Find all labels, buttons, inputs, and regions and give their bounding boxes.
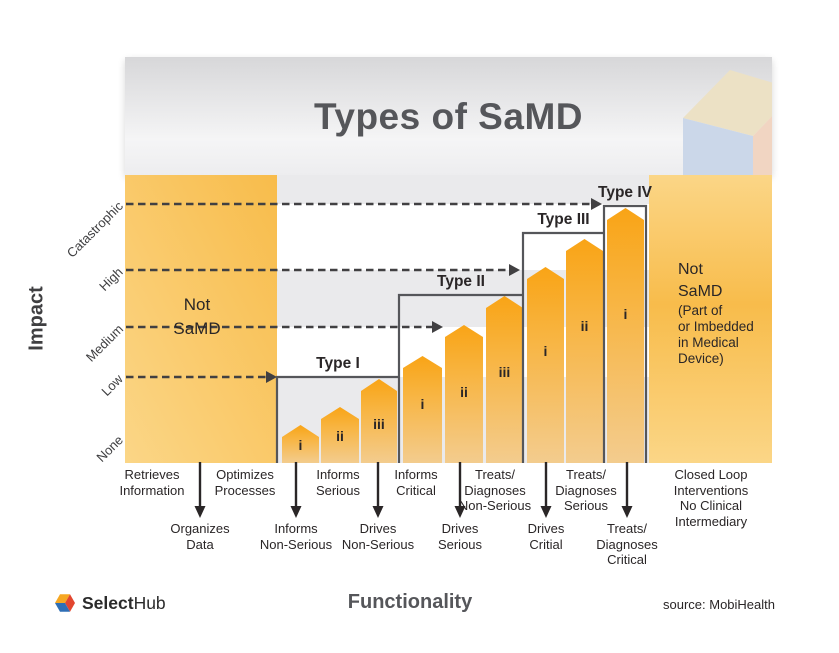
not-samd-left-band xyxy=(125,175,277,463)
x-axis-primary-label-line: Retrieves xyxy=(124,467,180,482)
x-axis-primary-label-line: Intermediary xyxy=(674,513,748,529)
not-samd-right-line: Device) xyxy=(678,351,724,366)
y-tick-label: Catastrophic xyxy=(63,198,126,261)
y-tick-label: Medium xyxy=(82,321,126,365)
y-tick-label: High xyxy=(96,264,126,294)
x-axis-primary-label: Treats/Diagnoses Non-Serious xyxy=(445,467,545,514)
x-axis-primary-label-line: Diagnoses xyxy=(464,482,526,498)
samd-bar: ii xyxy=(321,407,359,463)
x-axis-secondary-label-line: Informs xyxy=(274,521,318,536)
bar-label: ii xyxy=(580,318,589,334)
type-label: Type III xyxy=(537,211,590,228)
x-axis-primary-label-line: Critical xyxy=(396,482,436,498)
not-samd-right-text: Not SaMD (Part of or Imbedded in Medical… xyxy=(678,259,778,367)
samd-bar: i xyxy=(403,356,442,463)
x-axis-secondary-label: Drives Critial xyxy=(496,521,596,552)
x-axis-primary-label-line: Informs xyxy=(394,467,438,482)
x-axis-secondary-label: Organizes Data xyxy=(150,521,250,552)
y-tick-label: Low xyxy=(98,371,126,399)
page-title: Types of SaMD xyxy=(314,96,583,137)
x-axis-primary-label-line: Treats/ xyxy=(475,467,515,482)
not-samd-left-line: Not xyxy=(183,295,211,314)
y-axis-title: Impact xyxy=(25,286,48,351)
x-axis-secondary-label: Treats/Diagnoses Critical xyxy=(577,521,677,568)
x-axis-primary-label-line: Optimizes xyxy=(216,467,274,482)
brand-name: SelectHub xyxy=(82,593,166,614)
x-axis-primary-label: Informs Serious xyxy=(288,467,388,498)
x-axis-secondary-label-line: Serious xyxy=(437,536,483,552)
cube-decoration-icon xyxy=(683,70,772,175)
not-samd-left-line: SaMD xyxy=(173,319,221,338)
x-axis-primary-label-line: Closed Loop xyxy=(674,467,748,482)
x-axis-secondary-label-line: Drives xyxy=(441,521,479,536)
x-axis-secondary-label-line: Diagnoses xyxy=(596,536,658,552)
x-axis-primary-label-line: Information xyxy=(119,482,185,498)
x-axis-primary-label-line: Non-Serious xyxy=(458,498,532,513)
x-axis-primary-label: Optimizes Processes xyxy=(195,467,295,498)
x-axis-secondary-label-line: Critial xyxy=(529,536,563,552)
x-axis-primary-label-line: Interventions xyxy=(673,482,749,498)
samd-bar: ii xyxy=(445,325,483,463)
brand-logo: SelectHub xyxy=(54,592,166,614)
x-axis-primary-label: Treats/Diagnoses Serious xyxy=(536,467,636,514)
x-axis-secondary-label-line: Critical xyxy=(607,552,647,567)
x-axis-primary-label-line: Diagnoses xyxy=(555,482,617,498)
not-samd-right-line: (Part of xyxy=(678,303,723,318)
bar-label: i xyxy=(298,437,303,453)
not-samd-right-line: in Medical xyxy=(678,335,739,350)
x-axis-primary-label: Closed Loop Interventions No Clinical Inter… xyxy=(661,467,761,529)
samd-bar: ii xyxy=(566,239,603,463)
x-axis-primary-label-line: Serious xyxy=(563,498,609,513)
type-label: Type IV xyxy=(598,184,652,201)
x-axis-secondary-label: Informs Non-Serious xyxy=(246,521,346,552)
x-axis-primary-label-line: Processes xyxy=(214,482,276,498)
source-credit: source: MobiHealth xyxy=(663,597,775,612)
x-axis-secondary-label: Drives Non-Serious xyxy=(328,521,428,552)
not-samd-right-line: SaMD xyxy=(678,283,723,300)
x-axis-primary-label-line: Treats/ xyxy=(566,467,606,482)
bar-label: i xyxy=(420,396,425,412)
selecthub-cube-icon xyxy=(55,594,75,612)
x-axis-secondary-label-line: Drives xyxy=(359,521,397,536)
brand-name-bold: Select xyxy=(82,592,134,613)
bar-label: i xyxy=(623,306,628,322)
x-axis-primary-label-line: Serious xyxy=(315,482,361,498)
axis-arrowhead-icon xyxy=(194,506,206,518)
bar-label: iii xyxy=(498,364,511,380)
brand-name-light: Hub xyxy=(133,592,166,613)
x-axis-primary-label: Retrieves Information xyxy=(102,467,202,498)
bar-label: ii xyxy=(336,428,344,444)
samd-bar: i xyxy=(607,208,644,463)
not-samd-right-line: or Imbedded xyxy=(678,319,754,334)
bar-label: iii xyxy=(373,416,385,432)
samd-bar: iii xyxy=(486,296,523,463)
x-axis-secondary-label-line: Drives xyxy=(527,521,565,536)
x-axis-secondary-label-line: Treats/ xyxy=(607,521,647,536)
y-tick-label: None xyxy=(93,432,126,465)
x-axis-secondary-label: Drives Serious xyxy=(410,521,510,552)
axis-arrowhead-icon xyxy=(372,506,384,518)
axis-arrowhead-icon xyxy=(290,506,302,518)
x-axis-secondary-label-line: Non-Serious xyxy=(259,536,333,552)
type-label: Type I xyxy=(316,355,360,372)
type-label: Type II xyxy=(437,273,485,290)
not-samd-right-band xyxy=(649,175,772,463)
not-samd-right-line: Not xyxy=(678,261,703,278)
x-axis-secondary-label-line: Organizes xyxy=(170,521,230,536)
bar-label: i xyxy=(543,343,548,359)
bar-label: ii xyxy=(460,384,468,400)
not-samd-left-text: Not SaMD xyxy=(140,293,254,341)
x-axis-secondary-label-line: Non-Serious xyxy=(341,536,415,552)
x-axis-primary-label-line: Informs xyxy=(316,467,360,482)
x-axis-primary-label-line: No Clinical xyxy=(679,498,743,513)
samd-bar: i xyxy=(527,267,564,463)
x-axis-title: Functionality xyxy=(347,591,473,613)
header-band: Types of SaMD xyxy=(125,57,772,175)
x-axis-secondary-label-line: Data xyxy=(186,536,214,552)
x-axis-primary-label: Informs Critical xyxy=(366,467,466,498)
samd-bar: iii xyxy=(361,379,397,463)
